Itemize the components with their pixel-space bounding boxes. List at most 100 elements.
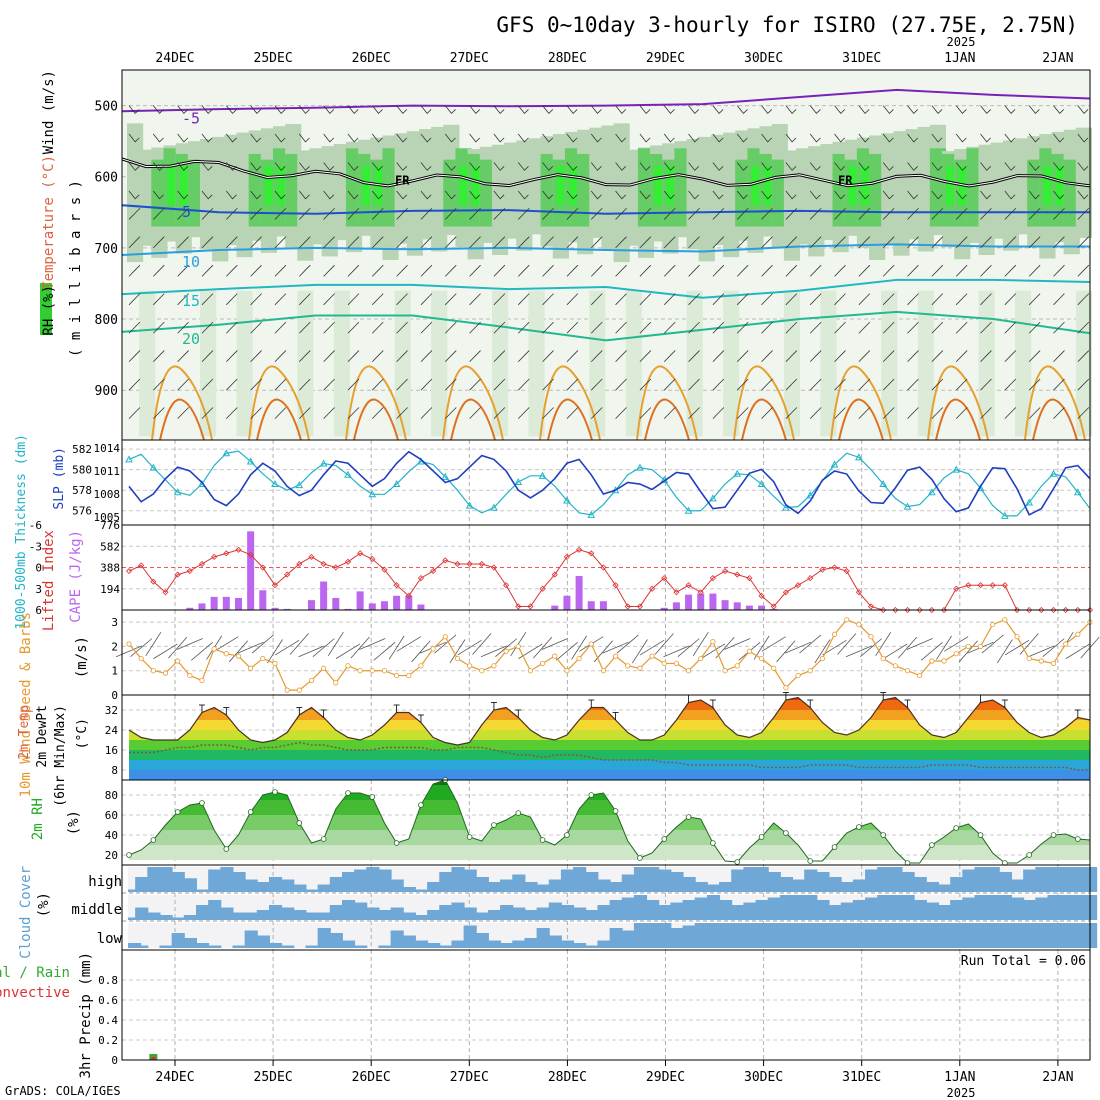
- lifted-index-point: [478, 560, 485, 568]
- upper-wind-barb: [517, 105, 529, 115]
- cloud-low-bar: [414, 940, 429, 948]
- precip-tick-label: 0.4: [98, 1014, 118, 1027]
- upper-wind-barb: [955, 190, 967, 200]
- rh-band-70: [491, 144, 509, 255]
- thickness-point: [1073, 488, 1082, 496]
- upper-wind-barb: [1077, 378, 1090, 391]
- upper-wind-barb: [1053, 293, 1065, 306]
- cloud-high-bar: [585, 872, 599, 892]
- cape-label: CAPE (J/kg): [68, 530, 84, 623]
- wind10-barb: [449, 639, 466, 664]
- cloud-low-bar: [183, 938, 197, 948]
- panel-frames: [121, 69, 1091, 1066]
- upper-wind-barb: [347, 321, 360, 334]
- lifted-index-point: [527, 603, 534, 610]
- li-tick-label: 0: [35, 562, 42, 575]
- cloud-middle-bar: [548, 902, 562, 920]
- cloud-middle-bar: [1071, 895, 1085, 920]
- thickness-point: [733, 469, 742, 477]
- cloud-low-bar: [317, 928, 331, 948]
- thickness-point: [514, 477, 523, 485]
- rh2m-point: [1050, 832, 1057, 838]
- rh-band-70: [698, 136, 715, 262]
- upper-wind-barb: [201, 321, 214, 334]
- rh-band-70: [333, 144, 350, 241]
- wind10-barb: [289, 633, 309, 655]
- rh-legend-swatch: [40, 283, 52, 335]
- cloud-middle-bar: [414, 915, 429, 920]
- wind10-speed-point: [698, 655, 704, 662]
- warm-contour: [644, 398, 690, 441]
- slp-tick-label: 1011: [94, 465, 121, 478]
- upper-wind-barb: [1028, 207, 1041, 220]
- upper-wind-barb: [542, 293, 554, 306]
- wind10-speed-point: [685, 668, 692, 674]
- upper-wind-barb: [420, 350, 433, 363]
- upper-wind-barb: [201, 105, 213, 115]
- upper-wind-barb: [226, 293, 238, 306]
- upper-wind-barb: [177, 236, 189, 249]
- upper-wind-barb: [469, 190, 481, 200]
- rh2m-point: [174, 809, 181, 815]
- wind10-barb: [663, 645, 690, 658]
- upper-wind-barb: [274, 133, 286, 143]
- upper-wind-barb: [882, 207, 895, 220]
- upper-wind-barb: [517, 236, 530, 249]
- wind10-speed-point: [527, 668, 534, 674]
- wind10-speed-point: [917, 672, 923, 679]
- upper-wind-barb: [858, 264, 871, 277]
- upper-wind-barb: [834, 105, 846, 115]
- upper-wind-barb: [712, 162, 724, 171]
- upper-wind-barb: [226, 407, 238, 419]
- rh2m-point: [612, 808, 619, 814]
- lifted-index-point: [916, 606, 923, 614]
- rh-band-50: [491, 290, 509, 437]
- rh2m-tick-label: 80: [105, 789, 118, 802]
- upper-wind-barb: [1053, 350, 1065, 363]
- upper-wind-barb: [347, 293, 360, 306]
- upper-wind-barb: [907, 133, 919, 143]
- upper-wind-barb: [517, 207, 530, 220]
- cloud-low-bar: [341, 940, 356, 948]
- upper-wind-barb: [809, 350, 822, 363]
- wind10-barb: [480, 645, 507, 658]
- upper-wind-barb: [785, 350, 798, 363]
- rh2m-point: [564, 832, 570, 838]
- upper-wind-barb: [153, 264, 165, 277]
- rh2m-point: [661, 836, 668, 842]
- upper-wind-barb: [201, 293, 214, 306]
- thickness-point: [1049, 469, 1058, 477]
- upper-wind-barb: [980, 321, 992, 334]
- rh-band-50: [589, 290, 606, 437]
- li-tick-label: 6: [35, 604, 42, 617]
- cloud-high-bar: [281, 879, 295, 892]
- upper-wind-barb: [566, 105, 578, 115]
- upper-wind-barb: [834, 293, 846, 306]
- cloud-high-bar: [828, 877, 842, 892]
- upper-wind-barb: [882, 378, 895, 391]
- date-label-top: 1JAN: [944, 51, 975, 66]
- upper-wind-barb: [1053, 105, 1065, 115]
- wind10-barb: [115, 645, 143, 658]
- cloud-high-bar: [840, 882, 854, 892]
- upper-wind-barb: [323, 321, 335, 334]
- cape-bar: [380, 601, 388, 610]
- cloud-low-bar: [475, 933, 489, 948]
- temp-band: [129, 730, 1090, 740]
- lifted-index-point: [880, 606, 887, 614]
- upper-wind-barb: [323, 190, 335, 200]
- upper-wind-barb: [250, 236, 262, 249]
- cloud-high-bar: [950, 877, 964, 892]
- upper-wind-barb: [834, 207, 846, 220]
- cloud-low-bar: [986, 923, 1000, 948]
- cloud-high-bar: [913, 877, 927, 892]
- thickness-point: [855, 453, 863, 461]
- upper-wind-barb: [931, 207, 944, 220]
- cloud-middle-bar: [962, 897, 976, 920]
- cloud-low-bar: [767, 923, 781, 948]
- upper-wind-barb: [420, 133, 432, 143]
- upper-wind-barb: [663, 133, 675, 143]
- wind10-barb: [1019, 633, 1039, 655]
- lifted-index-point: [940, 606, 948, 614]
- upper-wind-barb: [177, 207, 189, 220]
